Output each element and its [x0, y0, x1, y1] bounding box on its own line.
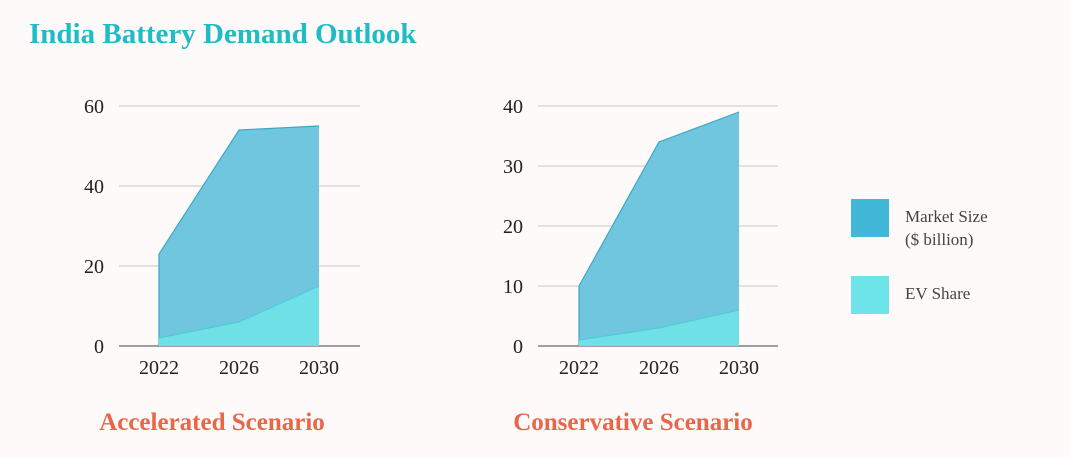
legend: Market Size ($ billion) EV Share — [851, 199, 988, 314]
chart-subtitle: Accelerated Scenario — [99, 409, 325, 436]
market-size-line — [158, 125, 320, 346]
y-tick-label: 40 — [503, 96, 523, 118]
chart-subtitle: Conservative Scenario — [513, 409, 753, 436]
page-title: India Battery Demand Outlook — [29, 18, 417, 50]
x-tick-label: 2030 — [299, 357, 339, 379]
y-tick-label: 0 — [513, 336, 523, 358]
legend-item: EV Share — [851, 276, 970, 314]
ev-share-line — [158, 285, 320, 339]
y-tick-label: 10 — [503, 276, 523, 298]
x-tick-label: 2022 — [559, 357, 599, 379]
market-size-area — [579, 112, 739, 346]
market-size-area — [159, 126, 319, 346]
y-tick-label: 30 — [503, 156, 523, 178]
x-tick-label: 2030 — [719, 357, 759, 379]
legend-swatch — [851, 276, 889, 314]
x-tick-label: 2026 — [219, 357, 259, 379]
ev-share-area — [159, 286, 319, 346]
y-tick-label: 60 — [84, 96, 104, 118]
legend-label: EV Share — [905, 284, 970, 303]
y-tick-label: 40 — [84, 176, 104, 198]
legend-label-line2: ($ billion) — [905, 230, 973, 249]
y-tick-label: 20 — [84, 256, 104, 278]
market-size-line — [578, 111, 740, 346]
y-tick-label: 0 — [94, 336, 104, 358]
ev-share-line — [578, 309, 740, 341]
x-tick-label: 2026 — [639, 357, 679, 379]
legend-swatch — [851, 199, 889, 237]
y-tick-label: 20 — [503, 216, 523, 238]
x-tick-label: 2022 — [139, 357, 179, 379]
legend-label: Market Size — [905, 207, 988, 226]
legend-item: Market Size ($ billion) — [851, 199, 988, 249]
chart-panel-1: 0 20 40 60 2022 2026 2030 Accelerated Scenario — [84, 96, 360, 436]
